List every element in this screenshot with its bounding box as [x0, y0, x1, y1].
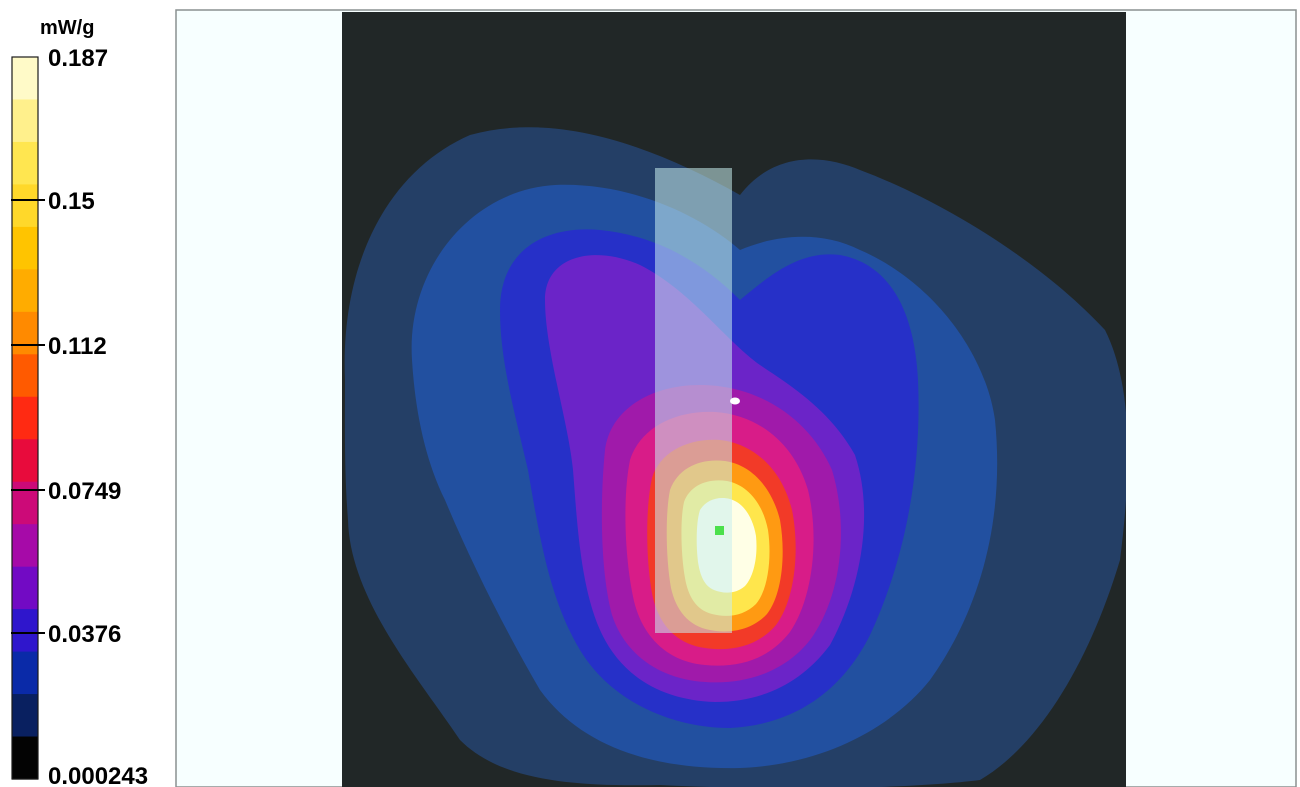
- legend-band: [12, 396, 38, 440]
- legend-band: [12, 99, 38, 143]
- legend-band: [12, 439, 38, 483]
- legend-tick-label: 0.112: [48, 333, 107, 360]
- legend-band: [12, 354, 38, 398]
- legend-frame: [11, 56, 39, 780]
- color-legend: mW/g 0.187 0.15 0.112 0.0749 0.0376 0.000243: [11, 17, 148, 787]
- legend-band: [12, 57, 38, 101]
- legend-band: [12, 736, 38, 780]
- legend-ticks: 0.187 0.15 0.112 0.0749 0.0376 0.000243: [11, 45, 148, 787]
- legend-band: [12, 311, 38, 355]
- legend-tick-label: 0.000243: [48, 763, 148, 787]
- legend-band: [12, 566, 38, 610]
- legend-bands: [12, 57, 38, 780]
- legend-tick-label: 0.0376: [48, 621, 121, 648]
- legend-band: [12, 694, 38, 738]
- legend-unit-label: mW/g: [40, 17, 94, 39]
- legend-band: [12, 609, 38, 653]
- legend-band: [12, 524, 38, 568]
- legend-tick-label: 0.15: [48, 188, 95, 215]
- legend-band: [12, 141, 38, 186]
- legend-band: [12, 184, 38, 228]
- legend-band: [12, 651, 38, 695]
- probe-overlay: [655, 168, 732, 633]
- legend-tick-label: 0.187: [48, 45, 108, 72]
- legend-band: [12, 226, 38, 270]
- legend-band: [12, 481, 38, 525]
- probe-tip-marker: [730, 397, 740, 405]
- legend-tick-label: 0.0749: [48, 478, 121, 505]
- peak-marker: [715, 526, 724, 535]
- legend-band: [12, 269, 38, 313]
